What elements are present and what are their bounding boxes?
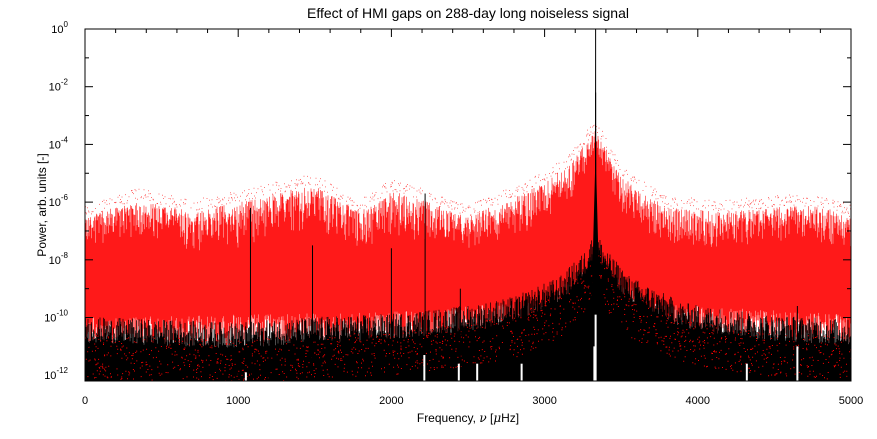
y-tick-exponent: -10	[56, 309, 68, 318]
y-tick-base: 10	[51, 24, 63, 36]
y-tick-label-2: 10-4	[49, 135, 69, 151]
x-tick-label-0: 0	[82, 395, 88, 407]
y-tick-exponent: -4	[61, 135, 69, 144]
y-tick-exponent: -6	[61, 193, 69, 202]
y-tick-exponent: -12	[56, 366, 68, 375]
x-axis-label-unit-open: [	[487, 411, 494, 425]
x-axis-ticks: 0 1000 2000 3000 4000 5000	[82, 29, 863, 407]
x-tick-label-3: 3000	[532, 395, 556, 407]
y-tick-base: 10	[49, 197, 61, 209]
plot-area	[85, 29, 851, 381]
y-tick-exponent: 0	[64, 20, 69, 29]
series-gap-free-signal	[85, 29, 851, 381]
y-tick-label-3: 10-6	[49, 193, 69, 209]
y-tick-base: 10	[49, 82, 61, 94]
x-axis-label-mu: μ	[493, 411, 501, 425]
plot-frame	[84, 28, 852, 382]
chart-title: Effect of HMI gaps on 288-day long noise…	[307, 5, 629, 21]
x-axis-label-nu: ν	[479, 411, 486, 425]
y-tick-label-6: 10-12	[44, 366, 68, 382]
red-speckles	[85, 251, 851, 381]
x-tick-label-2: 2000	[379, 395, 403, 407]
y-tick-base: 10	[44, 370, 56, 382]
y-tick-base: 10	[49, 139, 61, 151]
y-tick-label-4: 10-8	[49, 251, 69, 267]
x-tick-label-5: 5000	[839, 395, 863, 407]
white-gap-marks	[244, 314, 799, 381]
central-peak	[589, 29, 602, 381]
y-tick-exponent: -2	[61, 78, 69, 87]
x-tick-label-4: 4000	[686, 395, 710, 407]
y-tick-label-0: 100	[51, 20, 68, 36]
y-tick-base: 10	[49, 255, 61, 267]
y-tick-exponent: -8	[61, 251, 69, 260]
y-tick-label-1: 10-2	[49, 78, 69, 94]
x-axis-label: Frequency, ν [μHz]	[417, 411, 519, 425]
x-tick-label-1: 1000	[226, 395, 250, 407]
y-axis-label: Power, arb. units [-]	[35, 153, 49, 256]
x-axis-label-unit: Hz]	[501, 411, 519, 425]
x-axis-label-prefix: Frequency,	[417, 411, 479, 425]
y-tick-base: 10	[44, 313, 56, 325]
y-tick-label-5: 10-10	[44, 309, 68, 325]
